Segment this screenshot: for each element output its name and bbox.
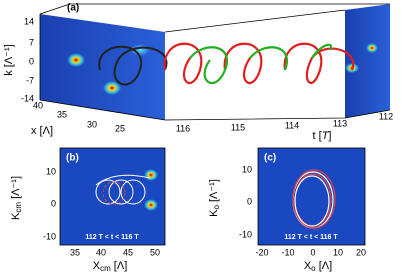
heatmap-peak <box>103 81 121 95</box>
heatmap <box>257 147 366 246</box>
trajectory-loops <box>95 174 151 205</box>
tick-label: 40 <box>96 247 106 257</box>
label-part: X <box>93 260 101 272</box>
trajectory-red <box>163 42 355 84</box>
label-part: T <box>322 130 330 142</box>
tick-label: 20 <box>356 247 366 257</box>
time-range: 112 T < t < 116 T <box>284 234 338 241</box>
tick-label: 35 <box>57 109 67 119</box>
back-wall-heatmap <box>40 14 165 120</box>
label-part: X <box>304 260 312 272</box>
panel-label: (b) <box>66 153 79 164</box>
heatmap-peak <box>144 169 158 181</box>
tick-label: 0 <box>310 247 315 257</box>
label-part: o <box>311 264 316 273</box>
box-edge <box>164 109 391 121</box>
time-range: 112 T < t < 116 T <box>85 234 139 241</box>
tick-label: 14 <box>24 16 34 26</box>
tick-label: 113 <box>333 118 347 128</box>
label-part: [Λ⁻¹] <box>10 176 22 199</box>
tick-label: 0 <box>29 56 34 66</box>
axis-label: Ko [Λ⁻¹] <box>208 179 223 217</box>
panel-label: (a) <box>67 3 79 14</box>
tick-label: 112 <box>379 111 393 121</box>
label-part: [Λ] <box>40 125 53 137</box>
tick-label: -14 <box>21 93 34 103</box>
heatmap <box>59 147 166 246</box>
axis-label: k [Λ⁻¹] <box>3 44 15 76</box>
label-part: x <box>31 125 37 137</box>
tick-label: 7 <box>29 37 34 47</box>
tick-label: 0 <box>51 198 56 208</box>
phase-space-orbits <box>292 169 336 229</box>
axis-label: x [Λ] <box>31 125 53 137</box>
tick-label: 116 <box>176 123 190 133</box>
panel-label: (c) <box>264 153 276 164</box>
heatmap-peak <box>366 43 378 53</box>
tick-label: -10 <box>281 247 294 257</box>
label-part: k <box>3 70 15 76</box>
side-wall-heatmap <box>345 4 390 118</box>
tick-label: 40 <box>33 100 43 110</box>
tick-label: 115 <box>231 122 245 132</box>
tick-label: -10 <box>239 229 252 239</box>
trajectory-red <box>102 181 126 205</box>
tick-label: -10 <box>43 231 56 241</box>
tick-label: 10 <box>242 164 252 174</box>
tick-label: 30 <box>87 119 97 129</box>
label-part: t <box>313 130 316 142</box>
label-part: [Λ] <box>114 260 127 272</box>
tick-label: 25 <box>115 123 125 133</box>
axis-label: Xcm [Λ] <box>93 260 128 275</box>
box-edge <box>164 9 346 33</box>
axis-label: Xo [Λ] <box>304 260 332 275</box>
tick-label: 10 <box>333 247 343 257</box>
panel-b: (b) 10 0 -10 Kcm [Λ⁻¹] 35 40 45 50 Xcm [… <box>10 147 166 275</box>
heatmap-peak <box>67 53 85 67</box>
tick-label: 10 <box>46 166 56 176</box>
tick-label: 114 <box>285 120 299 130</box>
label-part: [Λ] <box>319 260 332 272</box>
tick-label: -7 <box>26 75 34 85</box>
heatmap-peak <box>144 199 158 211</box>
panel-a: (a) 14 7 0 -7 -14 k [Λ⁻¹] 40 35 30 25 x … <box>3 3 393 142</box>
axis-line <box>39 99 166 121</box>
tick-label: 0 <box>247 196 252 206</box>
panel-c: (c) 10 0 -10 Ko [Λ⁻¹] -20 -10 0 10 20 Xo… <box>208 147 366 275</box>
box-edge <box>39 3 390 15</box>
axis-label: t [T] <box>313 130 332 142</box>
trajectory-green <box>189 43 333 85</box>
label-part: [ <box>319 130 322 142</box>
tick-label: 50 <box>150 247 160 257</box>
trajectory-black <box>98 45 168 86</box>
label-part: cm <box>14 202 23 213</box>
tick-label: 35 <box>70 247 80 257</box>
label-part: o <box>212 205 221 210</box>
tick-label: 45 <box>123 247 133 257</box>
axis-label: Kcm [Λ⁻¹] <box>10 176 25 220</box>
label-part: cm <box>100 264 111 273</box>
tick-label: -20 <box>255 247 268 257</box>
label-part: K <box>208 209 220 217</box>
label-part: [Λ⁻¹] <box>208 179 220 202</box>
label-part: K <box>10 212 22 220</box>
label-part: ] <box>328 130 331 142</box>
label-part: [Λ⁻¹] <box>3 44 15 67</box>
